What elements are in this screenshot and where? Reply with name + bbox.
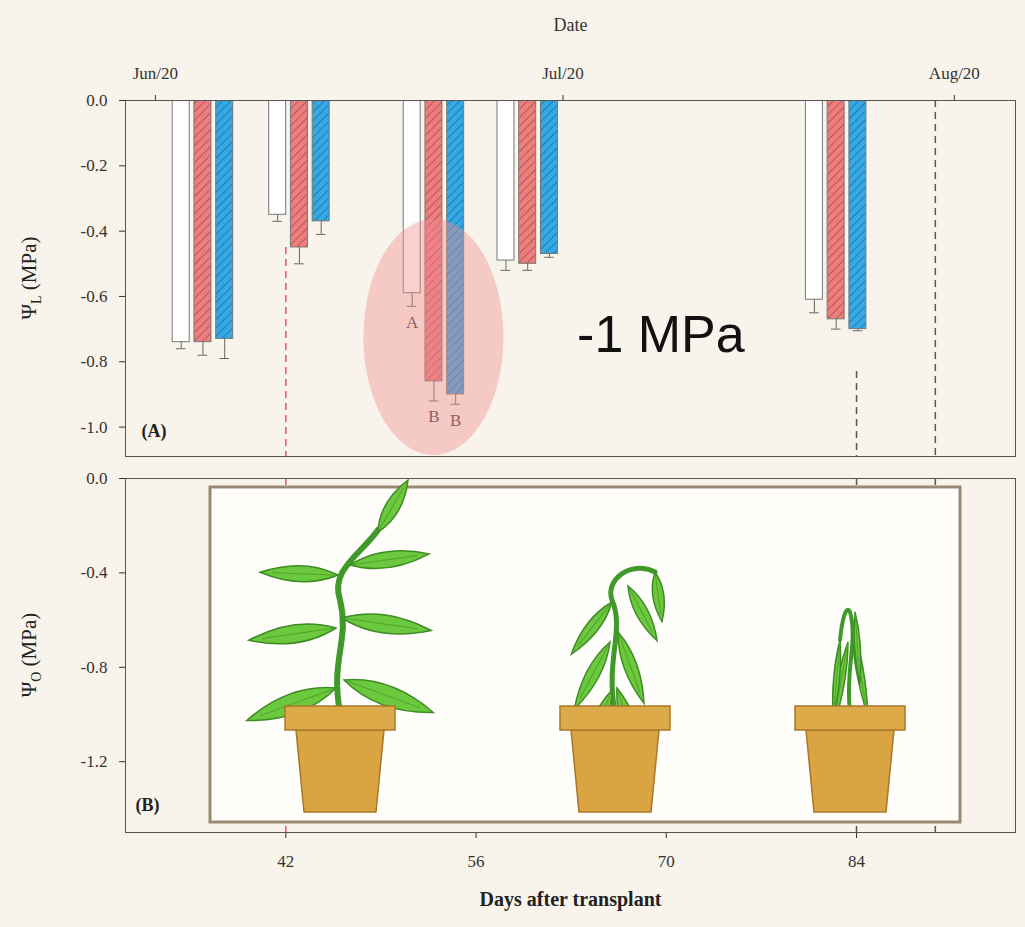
svg-text:-0.8: -0.8 xyxy=(81,658,108,677)
svg-text:Aug/20: Aug/20 xyxy=(929,64,980,83)
svg-text:(B): (B) xyxy=(136,795,160,816)
svg-text:Jul/20: Jul/20 xyxy=(542,64,584,83)
svg-text:ΨL (MPa): ΨL (MPa) xyxy=(17,237,44,320)
svg-text:-0.4: -0.4 xyxy=(81,563,108,582)
svg-text:42: 42 xyxy=(277,852,294,871)
svg-text:0.0: 0.0 xyxy=(86,469,107,488)
svg-text:-0.8: -0.8 xyxy=(81,352,108,371)
svg-text:-1 MPa: -1 MPa xyxy=(577,305,745,363)
svg-text:Date: Date xyxy=(554,15,588,35)
svg-text:-0.4: -0.4 xyxy=(81,222,108,241)
svg-text:84: 84 xyxy=(848,852,866,871)
svg-text:-0.2: -0.2 xyxy=(81,156,108,175)
svg-text:-1.2: -1.2 xyxy=(81,752,108,771)
svg-text:56: 56 xyxy=(468,852,485,871)
svg-text:Jun/20: Jun/20 xyxy=(133,64,178,83)
svg-text:ΨO (MPa): ΨO (MPa) xyxy=(17,613,44,698)
svg-text:70: 70 xyxy=(658,852,675,871)
svg-text:-1.0: -1.0 xyxy=(81,418,108,437)
svg-text:-0.6: -0.6 xyxy=(81,287,108,306)
svg-text:0.0: 0.0 xyxy=(86,91,107,110)
svg-text:(A): (A) xyxy=(142,421,167,442)
svg-text:Days after transplant: Days after transplant xyxy=(480,888,662,911)
